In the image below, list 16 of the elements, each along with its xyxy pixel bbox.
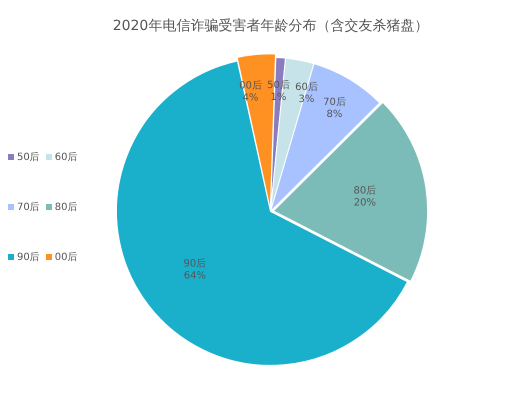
legend-label: 90后 [17,250,40,264]
data-label: 1% [270,92,286,104]
chart-title: 2020年电信诈骗受害者年龄分布（含交友杀猪盘） [112,18,428,34]
legend-label: 60后 [54,150,78,164]
legend-label: 80后 [54,200,78,214]
data-label: 64% [184,270,206,282]
legend-label: 00后 [54,250,78,264]
legend-label: 50后 [17,150,40,164]
legend-label: 70后 [17,200,40,214]
slice-label: 80后 [353,184,376,196]
slice-label: 60后 [295,81,318,94]
slice-label: 90后 [183,257,206,270]
data-label: 3% [298,94,314,106]
slice-label: 70后 [323,96,346,108]
data-label: 8% [326,108,342,120]
data-label: 20% [354,197,376,208]
